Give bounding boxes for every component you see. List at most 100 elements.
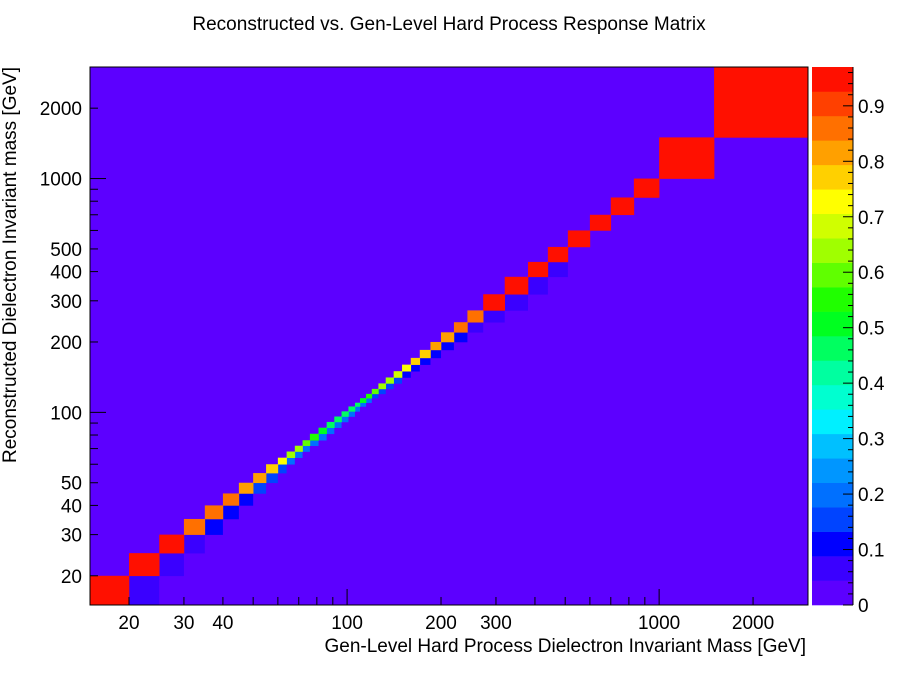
heatmap-cell-offdiag: [302, 445, 310, 452]
heatmap-cell-offdiag: [294, 451, 303, 458]
heatmap-cell-diagonal: [253, 473, 267, 484]
heatmap-cell-diagonal: [633, 178, 660, 198]
heatmap-cell-offdiag: [222, 505, 239, 520]
colorbar-tick-label: 0: [858, 596, 869, 617]
heatmap-cell-diagonal: [378, 383, 387, 390]
heatmap-cell-offdiag: [714, 137, 808, 179]
heatmap-cell-diagonal: [159, 534, 185, 554]
colorbar-tick-label: 0.3: [858, 430, 884, 451]
heatmap-cell-diagonal: [204, 505, 224, 520]
heatmap-cell-diagonal: [222, 493, 240, 506]
heatmap-cell-offdiag: [348, 411, 355, 417]
heatmap-cell-offdiag: [453, 332, 468, 343]
heatmap-cell-diagonal: [659, 137, 715, 179]
heatmap-cell-diagonal: [419, 349, 431, 359]
y-tick-label: 1000: [40, 170, 82, 191]
heatmap-cell-diagonal: [567, 230, 591, 248]
heatmap-cell-diagonal: [547, 246, 569, 263]
colorbar-swatch: [812, 360, 853, 386]
heatmap-cell-diagonal: [371, 388, 379, 395]
heatmap-cell-offdiag: [528, 276, 548, 295]
colorbar-swatch: [812, 384, 853, 410]
y-tick-label: 30: [61, 526, 82, 547]
heatmap-cell-diagonal: [334, 416, 342, 423]
y-axis-label: Reconstructed Dielectron Invariant mass …: [0, 67, 21, 463]
color-scale-axis: 0 0.1 0.2 0.3 0.4 0.5 0.6 0.7 0.8 0.9: [843, 67, 885, 617]
colorbar-swatch: [812, 507, 853, 532]
heatmap-cell-diagonal: [483, 294, 506, 311]
heatmap-cell-offdiag: [159, 553, 184, 577]
heatmap-cell-offdiag: [238, 493, 254, 506]
heatmap-cell-offdiag: [419, 357, 431, 365]
colorbar-tick-label: 0.2: [858, 485, 884, 506]
heatmap-cell-diagonal: [366, 393, 373, 399]
heatmap-cell-diagonal: [348, 406, 356, 412]
heatmap-cell-diagonal: [453, 322, 468, 333]
colorbar-swatch: [812, 164, 853, 190]
colorbar-swatch: [812, 482, 853, 508]
heatmap-cell-diagonal: [360, 398, 367, 403]
heatmap-cell-offdiag: [354, 406, 361, 412]
heatmap-cell-offdiag: [360, 402, 367, 407]
heatmap-cell-offdiag: [633, 197, 660, 216]
heatmap-cell-offdiag: [547, 261, 568, 278]
x-tick-label: 40: [212, 613, 233, 634]
heatmap-cell-diagonal: [302, 440, 311, 447]
heatmap-cell-offdiag: [286, 457, 295, 465]
heatmap-cell-diagonal: [467, 310, 484, 323]
y-tick-label: 2000: [40, 99, 82, 120]
heatmap-cell-offdiag: [266, 473, 278, 484]
heatmap-cell-offdiag: [277, 464, 287, 474]
heatmap-cell-diagonal: [341, 411, 349, 417]
heatmap-cell-offdiag: [253, 482, 267, 494]
heatmap-cell-offdiag: [659, 178, 715, 198]
x-tick-label: 2000: [732, 613, 774, 634]
heatmap-cell-diagonal: [318, 427, 327, 435]
heatmap-cell-diagonal: [354, 402, 361, 407]
heatmap-cell-diagonal: [528, 261, 549, 278]
y-tick-label: 40: [61, 496, 82, 517]
heatmap-cell-offdiag: [385, 383, 394, 390]
chart-title: Reconstructed vs. Gen-Level Hard Process…: [192, 14, 706, 35]
y-tick-label: 500: [50, 240, 82, 261]
colorbar-swatch: [812, 238, 853, 263]
heatmap-cell-offdiag: [402, 371, 411, 378]
heatmap-cell-offdiag: [371, 393, 379, 399]
colorbar-swatch: [812, 409, 853, 435]
heatmap-cell-offdiag: [589, 230, 611, 248]
colorbar-swatch: [812, 287, 853, 312]
heatmap-cell-diagonal: [402, 364, 412, 372]
heatmap-cell-offdiag: [441, 341, 454, 351]
colorbar-tick-label: 0.8: [858, 152, 884, 173]
x-tick-label: 30: [173, 613, 194, 634]
colorbar-swatch: [812, 67, 853, 92]
x-tick-label: 1000: [638, 613, 680, 634]
colorbar-swatch: [812, 262, 853, 288]
heatmap-cell-diagonal: [90, 575, 130, 606]
heatmap-cell-offdiag: [467, 322, 484, 333]
colorbar-tick-label: 0.4: [858, 374, 885, 395]
colorbar-tick-label: 0.9: [858, 97, 884, 118]
heatmap-cell-diagonal: [714, 67, 809, 138]
x-axis-label: Gen-Level Hard Process Dielectron Invari…: [324, 636, 806, 657]
plot-frame: [89, 66, 809, 606]
heatmap-cell-diagonal: [504, 276, 529, 295]
heatmap-cell-diagonal: [393, 371, 403, 378]
colorbar-swatch: [812, 189, 853, 215]
y-tick-label: 100: [50, 403, 82, 424]
x-tick-label: 20: [118, 613, 139, 634]
colorbar-tick-label: 0.1: [858, 541, 884, 562]
heatmap-cell-diagonal: [430, 341, 442, 351]
heatmap-cell-offdiag: [567, 246, 590, 263]
y-tick-label: 200: [50, 333, 82, 354]
heatmap-cell-diagonal: [385, 377, 394, 384]
y-tick-label: 300: [50, 292, 82, 313]
colorbar-swatch: [812, 213, 853, 239]
heatmap-cell-diagonal: [441, 332, 455, 343]
heatmap-cell-offdiag: [183, 534, 205, 554]
heatmap-cell-offdiag: [318, 433, 327, 441]
heatmap-cell-diagonal: [277, 457, 287, 465]
colorbar-tick-label: 0.7: [858, 208, 884, 229]
heatmap-cell-diagonal: [183, 518, 206, 535]
